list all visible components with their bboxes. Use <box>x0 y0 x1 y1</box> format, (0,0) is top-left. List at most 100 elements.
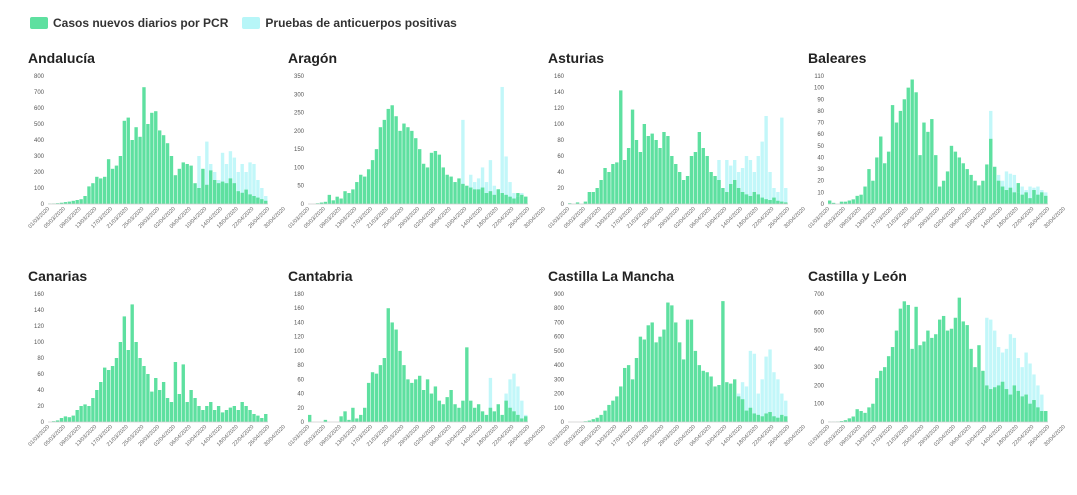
bar-antibody <box>1008 334 1013 422</box>
bar-pcr <box>339 416 343 422</box>
y-tick-label: 100 <box>554 122 565 128</box>
bar-pcr <box>599 180 603 204</box>
y-tick-label: 70 <box>817 121 824 127</box>
bar-pcr <box>134 127 138 204</box>
bar-pcr <box>981 180 985 204</box>
bar-pcr <box>343 191 347 204</box>
bar-antibody <box>780 117 784 204</box>
bar-pcr <box>697 365 702 422</box>
bar-pcr <box>938 186 942 204</box>
y-tick-label: 60 <box>37 372 44 378</box>
bar-pcr <box>158 130 162 204</box>
bar-antibody <box>744 156 749 204</box>
bar-pcr <box>902 301 907 422</box>
bar-antibody <box>512 373 516 422</box>
chart-title: Cantabria <box>288 268 353 284</box>
y-tick-label: 180 <box>294 292 305 298</box>
bar-pcr <box>662 132 666 204</box>
chart-svg: 02040608010012014016001/03/202005/03/202… <box>547 74 806 230</box>
bar-pcr <box>725 382 729 422</box>
y-tick-label: 500 <box>34 122 45 128</box>
bar-antibody <box>260 188 264 204</box>
bar-pcr <box>429 152 434 204</box>
bar-pcr-overlap <box>236 191 240 204</box>
bar-pcr <box>154 378 158 422</box>
bar-antibody <box>264 196 268 204</box>
bar-antibody <box>784 188 788 204</box>
bar-pcr <box>154 111 158 204</box>
bar-pcr <box>638 336 643 422</box>
bar-pcr <box>863 186 867 204</box>
y-tick-label: 0 <box>561 420 565 426</box>
bar-pcr <box>394 116 398 204</box>
bar-pcr <box>922 341 926 422</box>
bar-pcr <box>382 358 387 422</box>
bar-pcr <box>678 342 682 422</box>
bar-pcr-overlap <box>752 413 757 422</box>
bar-pcr-overlap <box>717 180 721 204</box>
bar-pcr <box>666 136 670 204</box>
bar-pcr <box>623 367 627 422</box>
bar-pcr <box>99 382 103 422</box>
y-tick-label: 200 <box>34 170 45 176</box>
bar-pcr <box>114 358 119 422</box>
y-tick-label: 300 <box>34 154 45 160</box>
bar-pcr <box>134 342 138 422</box>
bar-pcr <box>205 406 209 422</box>
bar-pcr <box>898 110 903 204</box>
legend-item-antibody[interactable]: Pruebas de anticuerpos positivas <box>242 16 457 30</box>
bar-pcr <box>398 130 402 204</box>
bar-pcr <box>410 382 414 422</box>
chart-svg: 02040608010012014016001/03/202005/03/202… <box>27 292 286 448</box>
bar-pcr <box>359 414 363 422</box>
bar-pcr <box>197 406 201 422</box>
bar-pcr <box>930 119 934 204</box>
y-tick-label: 700 <box>34 90 45 96</box>
bar-pcr <box>433 386 438 422</box>
bar-antibody <box>764 356 768 422</box>
bar-pcr <box>674 164 678 204</box>
legend-item-pcr[interactable]: Casos nuevos diarios por PCR <box>30 16 228 30</box>
bar-antibody <box>240 164 244 204</box>
bar-pcr <box>421 163 426 204</box>
bar-pcr <box>721 301 725 422</box>
bar-pcr <box>595 188 599 204</box>
bar-pcr-overlap <box>484 193 489 204</box>
bar-pcr <box>941 180 946 204</box>
bar-antibody <box>205 141 209 204</box>
bar-pcr <box>867 169 871 204</box>
bar-pcr <box>681 180 686 204</box>
bar-pcr-overlap <box>996 180 1001 204</box>
bar-antibody <box>748 160 753 204</box>
bar-pcr <box>370 372 375 422</box>
bar-pcr-overlap <box>733 180 737 204</box>
bar-antibody <box>752 172 757 204</box>
bar-pcr <box>607 172 611 204</box>
y-tick-label: 800 <box>554 306 565 312</box>
bar-pcr <box>918 155 922 204</box>
bar-pcr-overlap <box>1024 192 1028 204</box>
bar-pcr <box>851 416 855 422</box>
bar-pcr <box>185 164 189 204</box>
bar-pcr-overlap <box>1016 192 1020 204</box>
bar-pcr-overlap <box>488 407 493 422</box>
bar-pcr <box>886 356 891 422</box>
bar-pcr <box>126 117 130 204</box>
y-tick-label: 40 <box>817 155 824 161</box>
bar-pcr <box>709 376 713 422</box>
bar-antibody <box>500 86 504 204</box>
chart-panel-cantabria: Cantabria 0 20 40 60 80 100 120 140 160 180 01/03/… <box>287 268 546 483</box>
bar-antibody <box>197 156 201 204</box>
bar-antibody <box>756 393 760 422</box>
chart-svg: 010203040506070809010011001/03/202005/03… <box>807 74 1066 230</box>
y-tick-label: 250 <box>294 111 305 117</box>
bar-antibody <box>989 319 993 422</box>
bar-antibody <box>772 188 776 204</box>
bar-pcr <box>587 192 592 204</box>
bar-pcr <box>465 347 469 422</box>
bar-pcr <box>926 131 930 204</box>
bar-pcr <box>953 317 958 422</box>
bar-pcr-overlap <box>216 183 221 204</box>
y-tick-label: 200 <box>814 383 825 389</box>
bar-antibody <box>1004 171 1009 204</box>
